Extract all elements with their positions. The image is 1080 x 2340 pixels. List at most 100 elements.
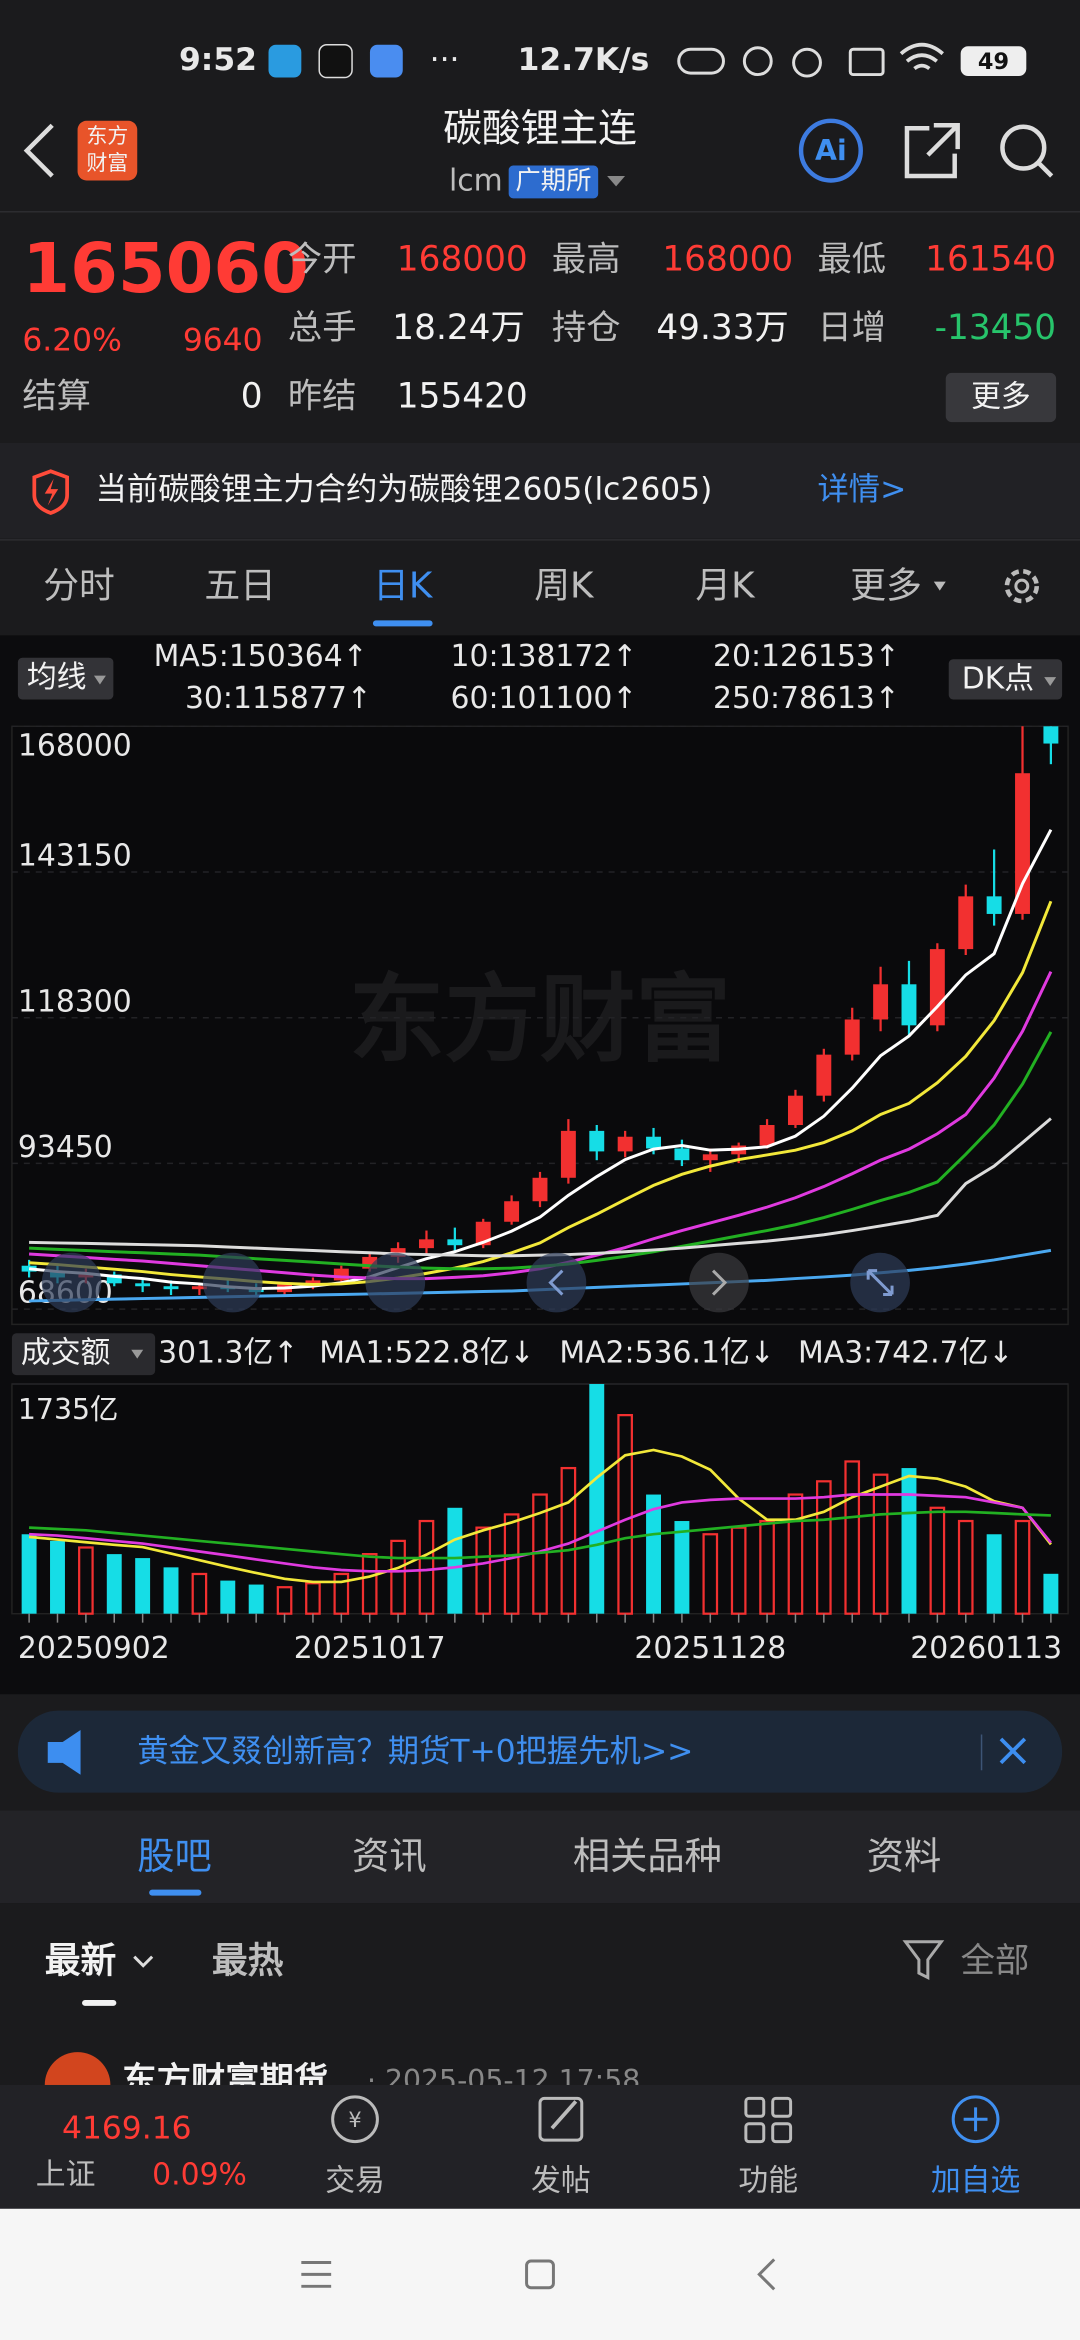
candle-body (163, 1286, 179, 1290)
icon (848, 47, 885, 77)
caret (93, 675, 106, 685)
nav-button[interactable] (365, 1252, 426, 1313)
header: 东方 财富 碳酸锂主连 lcm 广期所 Ai (0, 107, 1080, 213)
legend-label: MA5:150364↑ (154, 639, 368, 674)
watermark: 东方财富 (349, 963, 731, 1075)
candle-body (986, 896, 1002, 914)
nav-button[interactable] (689, 1252, 749, 1313)
candle-body (305, 1280, 321, 1285)
volume-bar (106, 1554, 122, 1614)
notice-bar[interactable] (0, 442, 1080, 539)
settings-core (1014, 578, 1030, 594)
nav-button[interactable] (526, 1252, 587, 1313)
filter-icon[interactable] (902, 1940, 945, 1981)
app-icon (268, 44, 302, 78)
volume-chart-area (11, 1383, 1069, 1615)
tab[interactable]: 资讯 (352, 1834, 427, 1878)
wifi-icon (899, 42, 944, 71)
tab[interactable]: 周K (534, 566, 595, 607)
code: lcm (449, 163, 503, 198)
y-tick-label: 1735亿 (18, 1393, 118, 1426)
candle-body (419, 1239, 434, 1249)
notice-link[interactable]: 详情> (817, 472, 906, 508)
ai-button[interactable] (798, 118, 863, 183)
candle-body (702, 1154, 718, 1161)
x-tick-label: 20251128 (634, 1631, 786, 1666)
field-value: 49.33万 (656, 308, 788, 348)
nav-item[interactable]: 加自选 (931, 2163, 1020, 2198)
back-nav-button[interactable] (757, 2258, 776, 2291)
candle-body (873, 984, 889, 1020)
candle-body (787, 1095, 803, 1126)
legend-label: MA1:522.8亿↓ (319, 1336, 534, 1371)
ad-banner[interactable] (17, 1710, 1063, 1793)
ma-line (28, 1448, 1052, 1584)
quote: 165060 6.20% 9640 今开 168000 最高 168000 最低… (22, 229, 1057, 423)
tab[interactable]: 资料 (867, 1834, 942, 1878)
caret (131, 1349, 144, 1359)
field-value: 168000 (662, 239, 793, 279)
ma-line (29, 1510, 1051, 1560)
field-label: 今开 (288, 239, 357, 279)
nav-button[interactable] (202, 1252, 263, 1313)
x-tick-label: 20250902 (18, 1631, 170, 1666)
exchange: 广期所 (515, 165, 591, 195)
sort[interactable]: 最热 (212, 1941, 284, 1982)
field-label: 日增 (817, 308, 886, 348)
tab-active[interactable]: 股吧 (137, 1834, 212, 1878)
back-button[interactable] (23, 123, 54, 178)
system-nav (0, 2208, 1080, 2340)
volume-bar (50, 1540, 65, 1614)
legend-label: MA3:742.7亿↓ (798, 1336, 1013, 1371)
nav-button[interactable] (41, 1252, 102, 1313)
tab[interactable]: 五日 (204, 566, 276, 607)
nav-arrow (711, 1269, 728, 1296)
volume-bar (163, 1567, 179, 1614)
menu-button[interactable] (301, 2260, 332, 2288)
home-button[interactable] (525, 2259, 555, 2290)
status-bar: 9:52 ··· 12.7K/s 49 (179, 42, 1027, 79)
notice-icon (32, 469, 69, 516)
tab[interactable]: 分时 (43, 566, 115, 607)
field-label: 持仓 (552, 308, 621, 348)
icon (742, 46, 773, 77)
more-icons: ··· (430, 42, 460, 78)
volume-bar (21, 1534, 37, 1614)
ma-button[interactable] (17, 657, 114, 700)
sort-active[interactable]: 最新 (45, 1941, 117, 1982)
volume-bar (447, 1507, 463, 1614)
more-button[interactable] (945, 372, 1057, 423)
tab[interactable]: 更多 (850, 566, 922, 607)
index-value[interactable]: 4169.16 (62, 2111, 192, 2147)
nav-item[interactable]: 功能 (738, 2163, 798, 2198)
dk-button[interactable] (948, 659, 1063, 700)
volume-bar (646, 1494, 661, 1614)
candle-body (135, 1283, 151, 1287)
candle-body (1043, 726, 1059, 744)
filter-label[interactable]: 全部 (961, 1941, 1030, 1981)
tab[interactable]: 相关品种 (573, 1834, 722, 1878)
time: 9:52 (179, 42, 257, 78)
add-plus (963, 2107, 988, 2132)
current-volume: 301.3亿↑ (158, 1336, 298, 1371)
tab-active[interactable]: 日K (373, 566, 434, 607)
share-button[interactable] (904, 123, 960, 179)
search-button[interactable] (1000, 124, 1047, 171)
icon (792, 47, 822, 78)
ad-close[interactable] (999, 1737, 1027, 1765)
logo-text: 财富 (87, 151, 129, 175)
zoom-icon (866, 1269, 894, 1297)
candle-body (617, 1136, 633, 1152)
dk-button-label: DK点 (962, 662, 1034, 697)
notice-bolt (44, 478, 59, 506)
candle-body (844, 1019, 860, 1055)
settings-button[interactable] (1004, 568, 1039, 604)
nav-item[interactable]: 交易 (325, 2163, 385, 2198)
tab[interactable]: 月K (695, 566, 756, 607)
candle-body (674, 1148, 690, 1161)
field-value: 18.24万 (392, 308, 524, 348)
nav-item[interactable]: 发帖 (531, 2163, 591, 2198)
ma-line (28, 828, 1053, 1291)
volume-button[interactable] (11, 1333, 156, 1376)
